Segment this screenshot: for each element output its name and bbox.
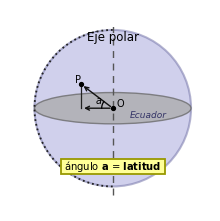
Ellipse shape: [35, 93, 191, 124]
Text: ángulo $\bf{a}$ = $\bf{latitud}$: ángulo $\bf{a}$ = $\bf{latitud}$: [64, 159, 161, 174]
Text: a: a: [96, 96, 102, 106]
Text: O: O: [117, 99, 124, 109]
FancyBboxPatch shape: [61, 159, 165, 174]
Circle shape: [35, 30, 191, 187]
Text: Eje polar: Eje polar: [87, 31, 139, 44]
Text: P: P: [75, 75, 81, 85]
Text: Ecuador: Ecuador: [130, 110, 167, 120]
